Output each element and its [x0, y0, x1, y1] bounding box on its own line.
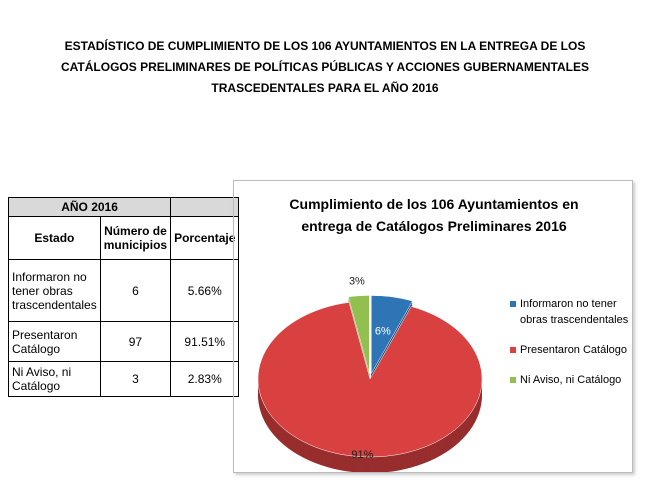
chart-title: Cumplimiento de los 106 Ayuntamientos en…	[289, 196, 579, 234]
legend-label: Presentaron Catálogo	[520, 344, 628, 356]
legend: Informaron no tener obras trascendentale…	[510, 296, 630, 402]
pie-slice	[257, 302, 483, 458]
value-label: 3%	[349, 276, 365, 288]
legend-swatch	[510, 301, 516, 307]
chart: 6% 91% 3% Cumplimiento de los 106 Ayuntami…	[233, 180, 633, 473]
title-line: TRASCEDENTALES PARA EL AÑO 2016	[211, 81, 439, 95]
cell: 3	[99, 361, 172, 397]
column-header: Número de municipios	[99, 216, 172, 260]
cell: 2.83%	[170, 361, 240, 397]
cell: Presentaron Catálogo	[8, 321, 101, 362]
pie: 6% 91% 3%	[257, 276, 483, 472]
legend-item: Informaron no tener obras trascendentale…	[510, 296, 630, 328]
legend-label: Informaron no tener obras trascendentale…	[520, 298, 629, 326]
column-header: Porcentaje	[170, 216, 240, 260]
title-line: CATÁLOGOS PRELIMINARES DE POLÍTICAS PÚBL…	[60, 60, 590, 74]
data-table: AÑO 2016 Estado Número de municipios Por…	[7, 197, 240, 397]
cell: Informaron no tener obras trascendentale…	[8, 259, 101, 322]
pie-slice	[371, 295, 413, 375]
cell: Ni Aviso, ni Catálogo	[8, 361, 101, 397]
legend-swatch	[510, 347, 516, 353]
cell: 97	[99, 321, 172, 362]
legend-swatch	[510, 377, 516, 383]
cell: 6	[99, 259, 172, 322]
column-header: Estado	[8, 216, 101, 260]
legend-item: Presentaron Catálogo	[510, 342, 630, 358]
cell: 5.66%	[170, 259, 240, 322]
legend-label: Ni Aviso, ni Catálogo	[520, 374, 622, 386]
pie-area: 6% 91% 3%	[257, 276, 483, 472]
empty-cell	[170, 197, 240, 217]
title-line: ESTADÍSTICO DE CUMPLIMIENTO DE LOS 106 A…	[64, 39, 586, 53]
legend-item: Ni Aviso, ni Catálogo	[510, 372, 630, 388]
value-label: 6%	[375, 325, 391, 337]
cell: 91.51%	[170, 321, 240, 362]
value-label: 91%	[351, 449, 373, 461]
pie-slice	[348, 295, 370, 374]
document-title: ESTADÍSTICO DE CUMPLIMIENTO DE LOS 106 A…	[40, 36, 610, 99]
group-header: AÑO 2016	[7, 197, 172, 217]
